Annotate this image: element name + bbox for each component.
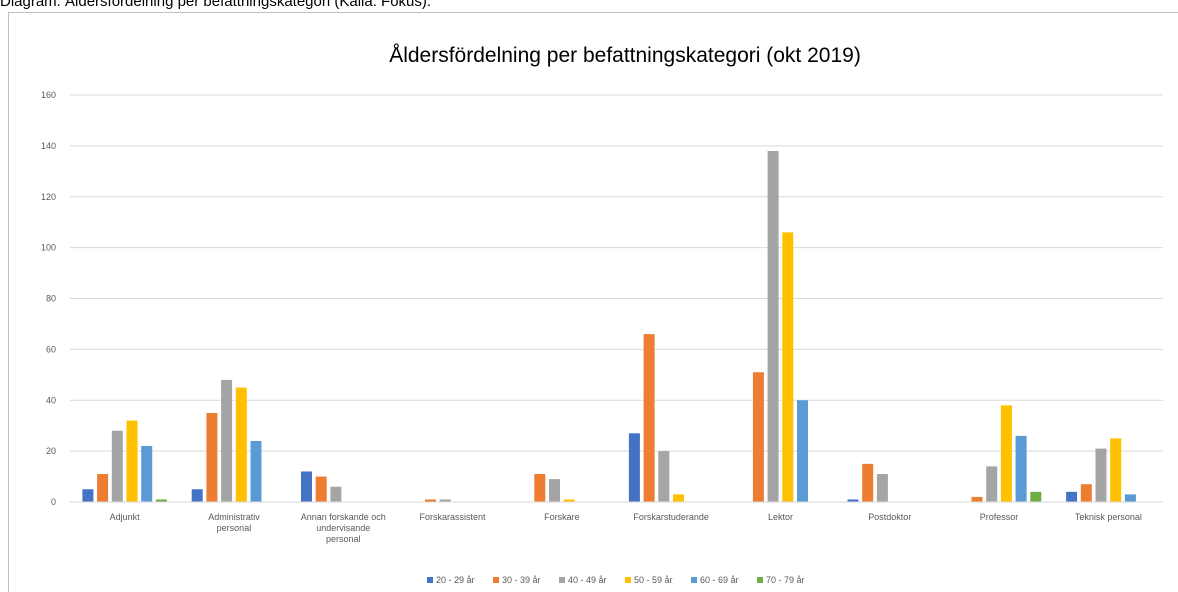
bar	[658, 451, 670, 502]
x-tick-label: Adjunkt	[110, 512, 141, 522]
bar	[141, 446, 153, 502]
bar	[1124, 494, 1136, 502]
bar	[330, 486, 342, 502]
bar	[673, 494, 684, 502]
y-tick-label: 40	[46, 395, 56, 405]
legend-label: 70 - 79 år	[766, 575, 805, 585]
bar	[1015, 435, 1027, 502]
bar	[250, 440, 262, 502]
bar	[752, 372, 764, 502]
x-tick-label: Professor	[980, 512, 1019, 522]
caption: Diagram: Åldersfördelning per befattning…	[0, 0, 431, 10]
bar	[126, 420, 138, 502]
bar	[1000, 405, 1012, 502]
y-tick-label: 160	[41, 90, 56, 100]
bar	[111, 430, 123, 502]
legend-swatch	[625, 577, 631, 583]
bar	[191, 489, 203, 502]
y-tick-label: 80	[46, 294, 56, 304]
y-tick-label: 140	[41, 141, 56, 151]
x-tick-label: Forskare	[544, 512, 580, 522]
legend-swatch	[493, 577, 499, 583]
bar	[206, 412, 218, 502]
bar	[1095, 448, 1107, 502]
bar	[425, 499, 436, 502]
legend-swatch	[757, 577, 763, 583]
chart-title: Åldersfördelning per befattningskategori…	[389, 44, 861, 67]
bar	[767, 150, 779, 502]
bar	[439, 499, 451, 502]
bar	[301, 471, 312, 502]
bar	[862, 463, 874, 502]
bar	[155, 499, 167, 502]
legend-label: 50 - 59 år	[634, 575, 673, 585]
bar	[797, 400, 808, 502]
legend-swatch	[691, 577, 697, 583]
bar	[971, 496, 983, 502]
bar	[643, 334, 655, 502]
x-tick-label: Forskarassistent	[420, 512, 487, 522]
chart-frame	[8, 12, 1178, 592]
x-tick-label: Teknisk personal	[1075, 512, 1142, 522]
x-tick-label: Annan forskande och undervisande personal	[301, 512, 386, 544]
y-tick-label: 100	[41, 243, 56, 253]
bar	[221, 379, 233, 502]
bar	[235, 387, 247, 502]
bar	[534, 474, 546, 502]
bar	[82, 489, 94, 502]
x-tick-label: Lektor	[768, 512, 793, 522]
bar	[97, 474, 109, 502]
legend-label: 60 - 69 år	[700, 575, 739, 585]
y-tick-label: 120	[41, 192, 56, 202]
bar	[847, 499, 859, 502]
bar	[876, 474, 888, 502]
bar	[549, 479, 560, 502]
bar	[628, 433, 640, 502]
bar	[986, 466, 998, 502]
bar	[1110, 438, 1122, 502]
legend-label: 40 - 49 år	[568, 575, 607, 585]
y-tick-label: 60	[46, 344, 56, 354]
bar	[563, 499, 575, 502]
bar	[1080, 484, 1092, 502]
x-tick-label: Forskarstuderande	[633, 512, 709, 522]
bar	[1066, 491, 1078, 502]
legend-swatch	[559, 577, 565, 583]
legend-swatch	[427, 577, 433, 583]
legend-label: 20 - 29 år	[436, 575, 475, 585]
bar	[782, 232, 794, 503]
bar	[315, 476, 327, 502]
x-tick-label: Postdoktor	[868, 512, 911, 522]
y-tick-label: 0	[51, 497, 56, 507]
y-tick-label: 20	[46, 446, 56, 456]
legend-label: 30 - 39 år	[502, 575, 541, 585]
x-tick-label: Administrativ personal	[208, 512, 260, 533]
bar	[1030, 491, 1042, 502]
